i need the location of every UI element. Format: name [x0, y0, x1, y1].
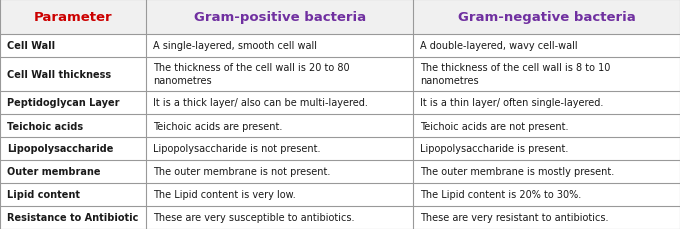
Text: Teichoic acids are present.: Teichoic acids are present.: [153, 121, 282, 131]
Text: A single-layered, smooth cell wall: A single-layered, smooth cell wall: [153, 41, 317, 51]
Text: Lipid content: Lipid content: [7, 190, 80, 200]
Bar: [0, 0, 680, 34]
Text: Gram-positive bacteria: Gram-positive bacteria: [194, 11, 366, 24]
Text: Resistance to Antibiotic: Resistance to Antibiotic: [7, 213, 138, 223]
Text: Lipopolysaccharide is not present.: Lipopolysaccharide is not present.: [153, 144, 320, 154]
Text: Cell Wall thickness: Cell Wall thickness: [7, 69, 111, 79]
Text: Gram-negative bacteria: Gram-negative bacteria: [458, 11, 636, 24]
Text: The outer membrane is not present.: The outer membrane is not present.: [153, 167, 330, 177]
Text: Teichoic acids are not present.: Teichoic acids are not present.: [420, 121, 568, 131]
Text: The outer membrane is mostly present.: The outer membrane is mostly present.: [420, 167, 615, 177]
Text: Cell Wall: Cell Wall: [7, 41, 55, 51]
Text: A double-layered, wavy cell-wall: A double-layered, wavy cell-wall: [420, 41, 578, 51]
Text: The Lipid content is 20% to 30%.: The Lipid content is 20% to 30%.: [420, 190, 581, 200]
Text: The thickness of the cell wall is 20 to 80
nanometres: The thickness of the cell wall is 20 to …: [153, 63, 350, 86]
Text: It is a thin layer/ often single-layered.: It is a thin layer/ often single-layered…: [420, 98, 604, 108]
Text: Parameter: Parameter: [34, 11, 112, 24]
Text: The Lipid content is very low.: The Lipid content is very low.: [153, 190, 296, 200]
Text: The thickness of the cell wall is 8 to 10
nanometres: The thickness of the cell wall is 8 to 1…: [420, 63, 611, 86]
Text: These are very resistant to antibiotics.: These are very resistant to antibiotics.: [420, 213, 609, 223]
Text: Lipopolysaccharide: Lipopolysaccharide: [7, 144, 113, 154]
Text: Teichoic acids: Teichoic acids: [7, 121, 83, 131]
Text: Outer membrane: Outer membrane: [7, 167, 101, 177]
Text: It is a thick layer/ also can be multi-layered.: It is a thick layer/ also can be multi-l…: [153, 98, 368, 108]
Text: Lipopolysaccharide is present.: Lipopolysaccharide is present.: [420, 144, 568, 154]
Text: Peptidoglycan Layer: Peptidoglycan Layer: [7, 98, 119, 108]
Text: These are very susceptible to antibiotics.: These are very susceptible to antibiotic…: [153, 213, 354, 223]
